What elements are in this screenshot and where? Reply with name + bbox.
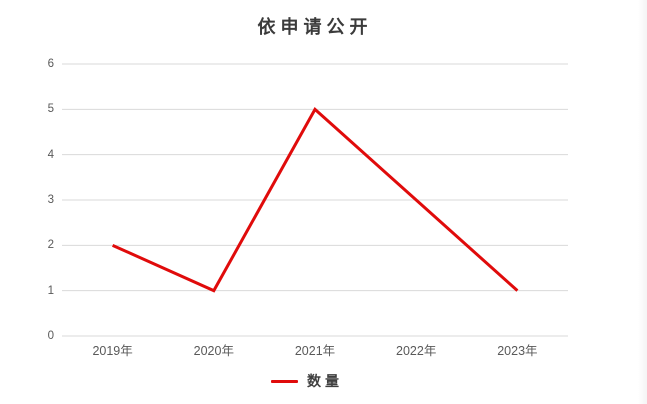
y-axis-tick-label: 0 bbox=[47, 330, 54, 342]
x-axis-tick-label: 2021年 bbox=[294, 344, 336, 358]
x-axis-tick-label: 2019年 bbox=[92, 344, 133, 358]
legend-line-swatch bbox=[271, 379, 298, 383]
y-axis-tick-label: 6 bbox=[47, 58, 54, 70]
y-axis-tick-label: 3 bbox=[47, 194, 54, 206]
chart-legend: 数量 bbox=[54, 370, 560, 392]
y-axis-tick-label: 4 bbox=[47, 148, 54, 161]
series-line bbox=[111, 106, 519, 293]
x-axis-tick-label: 2020年 bbox=[193, 344, 234, 358]
x-axis-tick-label: 2022年 bbox=[396, 344, 437, 358]
x-axis-tick-label: 2023年 bbox=[497, 344, 538, 358]
y-axis-tick-label: 1 bbox=[47, 284, 54, 297]
y-axis-tick-label: 5 bbox=[47, 103, 54, 116]
chart-title: 依申请公开 bbox=[257, 17, 373, 38]
legend-series-label: 数量 bbox=[307, 374, 343, 390]
y-axis-tick-label: 2 bbox=[47, 239, 54, 252]
